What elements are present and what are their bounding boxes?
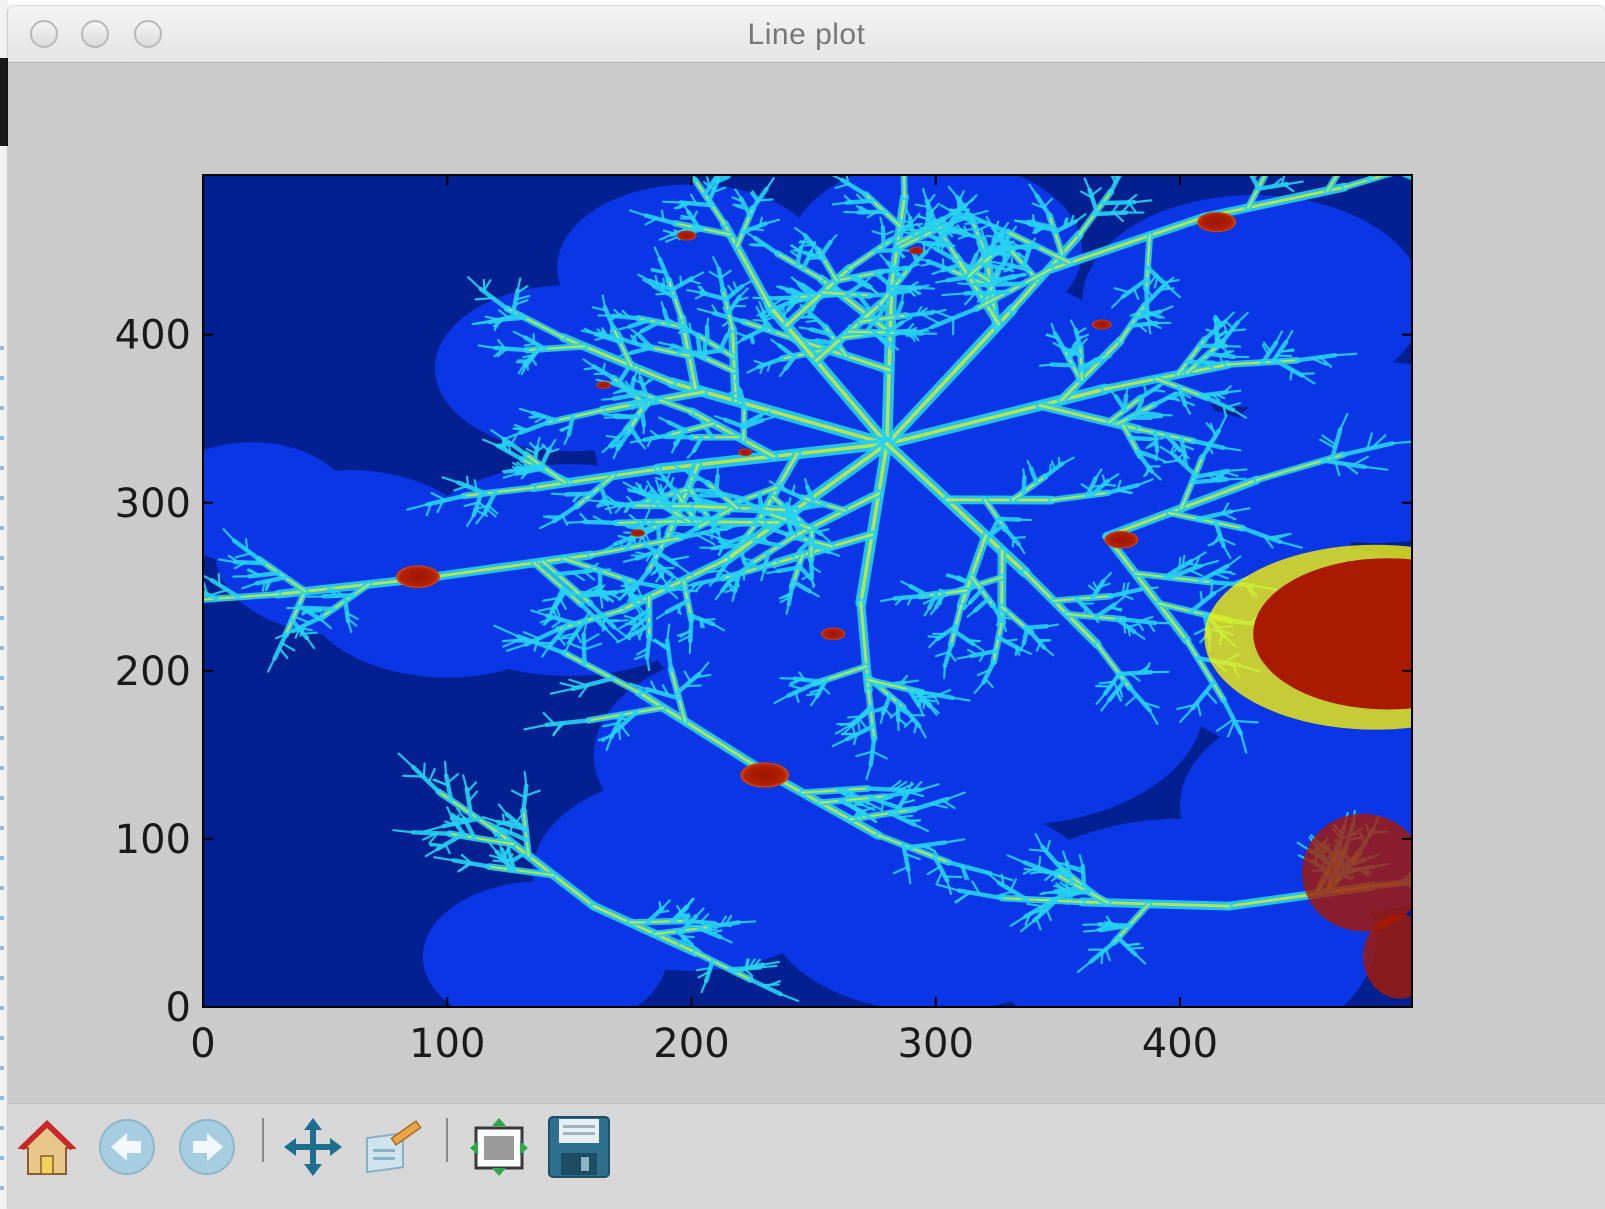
axis-ticks: 0 100 200 300 400 0 100 200 300 400 <box>115 175 1412 1067</box>
y-tick-label: 100 <box>115 817 191 863</box>
configure-subplots-icon <box>470 1118 528 1176</box>
save-button[interactable] <box>546 1114 612 1180</box>
minibrot-bulb <box>596 381 611 389</box>
minibrot-bulb <box>737 448 753 457</box>
minibrot-bulb <box>630 529 646 537</box>
minibrot-bulb <box>676 230 697 241</box>
zoom-window-button[interactable] <box>134 20 162 48</box>
axes[interactable]: 0 100 200 300 400 0 100 200 300 400 <box>115 107 1547 1067</box>
back-arrow-icon <box>99 1119 155 1175</box>
home-icon <box>17 1120 77 1175</box>
desktop-ruler-marks <box>0 320 4 1200</box>
pan-button[interactable] <box>280 1114 346 1180</box>
save-floppy-icon <box>548 1116 610 1178</box>
figure-svg[interactable]: 0 100 200 300 400 0 100 200 300 400 <box>8 63 1605 1103</box>
home-button[interactable] <box>14 1114 80 1180</box>
figure-canvas[interactable]: 0 100 200 300 400 0 100 200 300 400 <box>8 63 1605 1103</box>
zoom-button[interactable] <box>360 1114 426 1180</box>
toolbar-separator-2 <box>446 1118 448 1162</box>
x-tick-label: 400 <box>1142 1021 1218 1067</box>
minimize-window-button[interactable] <box>81 20 109 48</box>
minibrot-bulb <box>820 627 846 641</box>
navigation-toolbar <box>8 1103 1605 1209</box>
y-tick-label: 200 <box>115 649 191 695</box>
window-title: Line plot <box>747 18 866 51</box>
x-tick-label: 100 <box>409 1021 485 1067</box>
y-tick-label: 400 <box>115 313 191 359</box>
pan-move-icon <box>284 1118 342 1176</box>
heatmap-image <box>203 175 1412 1007</box>
x-tick-label: 200 <box>653 1021 729 1067</box>
minibrot-bulb <box>395 565 440 589</box>
x-tick-label: 0 <box>190 1021 215 1067</box>
minibrot-bulb <box>1092 319 1112 330</box>
title-bar[interactable]: Line plot <box>8 6 1605 63</box>
desktop-edge <box>0 0 8 1209</box>
configure-subplots-button[interactable] <box>466 1114 532 1180</box>
heatmap-high-values <box>395 211 1412 999</box>
x-tick-label: 300 <box>898 1021 974 1067</box>
heatmap-level-band <box>203 175 1412 1007</box>
axes-frame <box>202 174 1413 1008</box>
heatmap-dendrites <box>203 175 1412 1003</box>
desktop-dark-strip <box>0 58 8 146</box>
zoom-rect-icon <box>366 1120 422 1174</box>
minibrot-bulb <box>1104 530 1139 549</box>
close-window-button[interactable] <box>30 20 58 48</box>
plot-window: Line plot 0 100 200 300 400 0 100 200 300 400 <box>8 6 1605 1209</box>
toolbar-separator <box>262 1118 264 1162</box>
forward-button[interactable] <box>174 1114 240 1180</box>
minibrot-bulb <box>1197 211 1237 233</box>
back-button[interactable] <box>94 1114 160 1180</box>
forward-arrow-icon <box>179 1119 235 1175</box>
y-tick-label: 0 <box>166 985 191 1031</box>
y-tick-label: 300 <box>115 481 191 527</box>
minibrot-bulb <box>908 246 924 255</box>
minibrot-bulb <box>740 762 790 788</box>
